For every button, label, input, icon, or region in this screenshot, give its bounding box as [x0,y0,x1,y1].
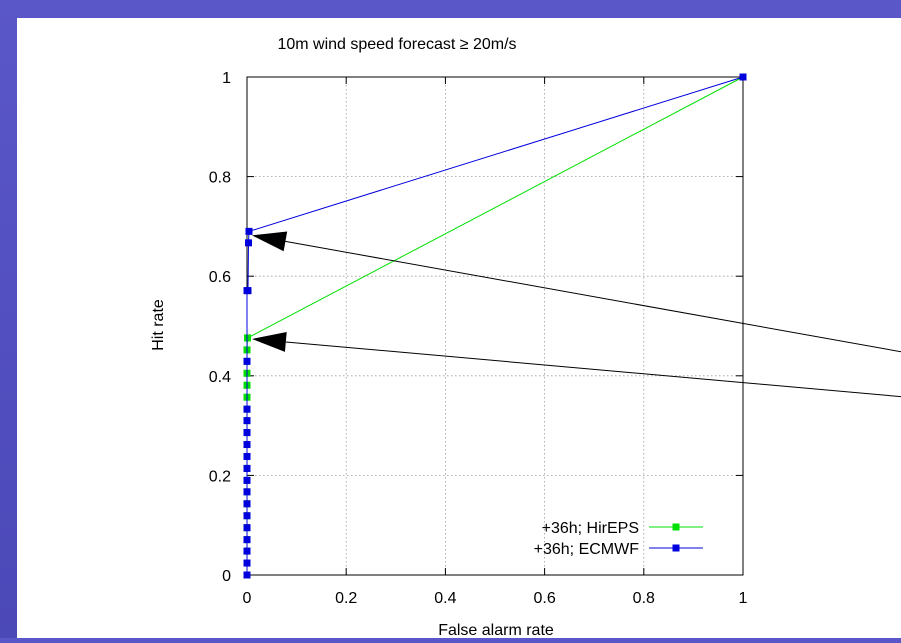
data-point-1 [243,417,251,425]
data-point-1 [243,547,251,555]
data-point-1 [243,476,251,484]
x-axis-label: False alarm rate [438,622,554,638]
legend: +36h; HirEPS +36h; ECMWF [534,520,703,558]
x-tick-label: 0.6 [533,590,555,607]
y-tick-label: 0.6 [209,269,231,286]
series-line-0 [246,76,744,575]
chart-canvas: 0 0.2 0.4 0.6 0.8 1 0 0.2 0.4 0.6 0.8 1 10m wind sp… [17,18,901,639]
chart-title: 10m wind speed forecast ≥ 20m/s [277,36,516,53]
x-tick-label: 0.2 [335,590,357,607]
data-point-1 [243,536,251,544]
y-axis-label: Hit rate [150,299,167,351]
data-point-1 [243,357,251,365]
data-point-1 [243,559,251,567]
data-point-1 [244,287,252,295]
data-point-1 [243,452,251,460]
x-tick-label: 1 [739,590,748,607]
y-tick-label: 0.4 [209,369,231,386]
data-point-1 [243,524,251,532]
series [243,73,747,579]
y-tick-label: 0 [222,568,231,585]
legend-swatch-marker-0 [672,523,680,531]
legend-label-hireps: +36h; HirEPS [542,520,639,537]
data-point-1 [243,571,251,579]
data-point-1 [243,500,251,508]
annotation-arrow-head-0 [251,231,288,252]
annotation-arrow-line-0 [285,240,901,353]
data-point-1 [243,429,251,437]
roc-chart: 0 0.2 0.4 0.6 0.8 1 0 0.2 0.4 0.6 0.8 1 10m wind sp… [150,36,901,639]
annotation-arrow-head-1 [251,331,287,352]
x-tick-label: 0.4 [434,590,456,607]
annotation-arrow-line-1 [285,341,901,398]
y-tick-label: 1 [222,70,231,87]
x-tick-label: 0 [243,590,252,607]
data-point-1 [243,441,251,449]
data-point-1 [243,464,251,472]
plot-frame [246,76,744,576]
legend-label-ecmwf: +36h; ECMWF [534,541,640,558]
x-tick-label: 0.8 [633,590,655,607]
axes: 0 0.2 0.4 0.6 0.8 1 0 0.2 0.4 0.6 0.8 1 [209,70,748,607]
data-point-1 [243,512,251,520]
annotations [251,231,901,398]
y-tick-label: 0.2 [209,468,231,485]
y-tick-label: 0.8 [209,170,231,187]
data-point-1 [243,488,251,496]
data-point-1 [245,227,253,235]
grid [247,77,743,575]
legend-swatch-marker-1 [672,544,680,552]
data-point-1 [243,405,251,413]
data-point-1 [244,239,252,247]
data-point-1 [739,73,747,81]
series-line-1 [246,76,744,575]
